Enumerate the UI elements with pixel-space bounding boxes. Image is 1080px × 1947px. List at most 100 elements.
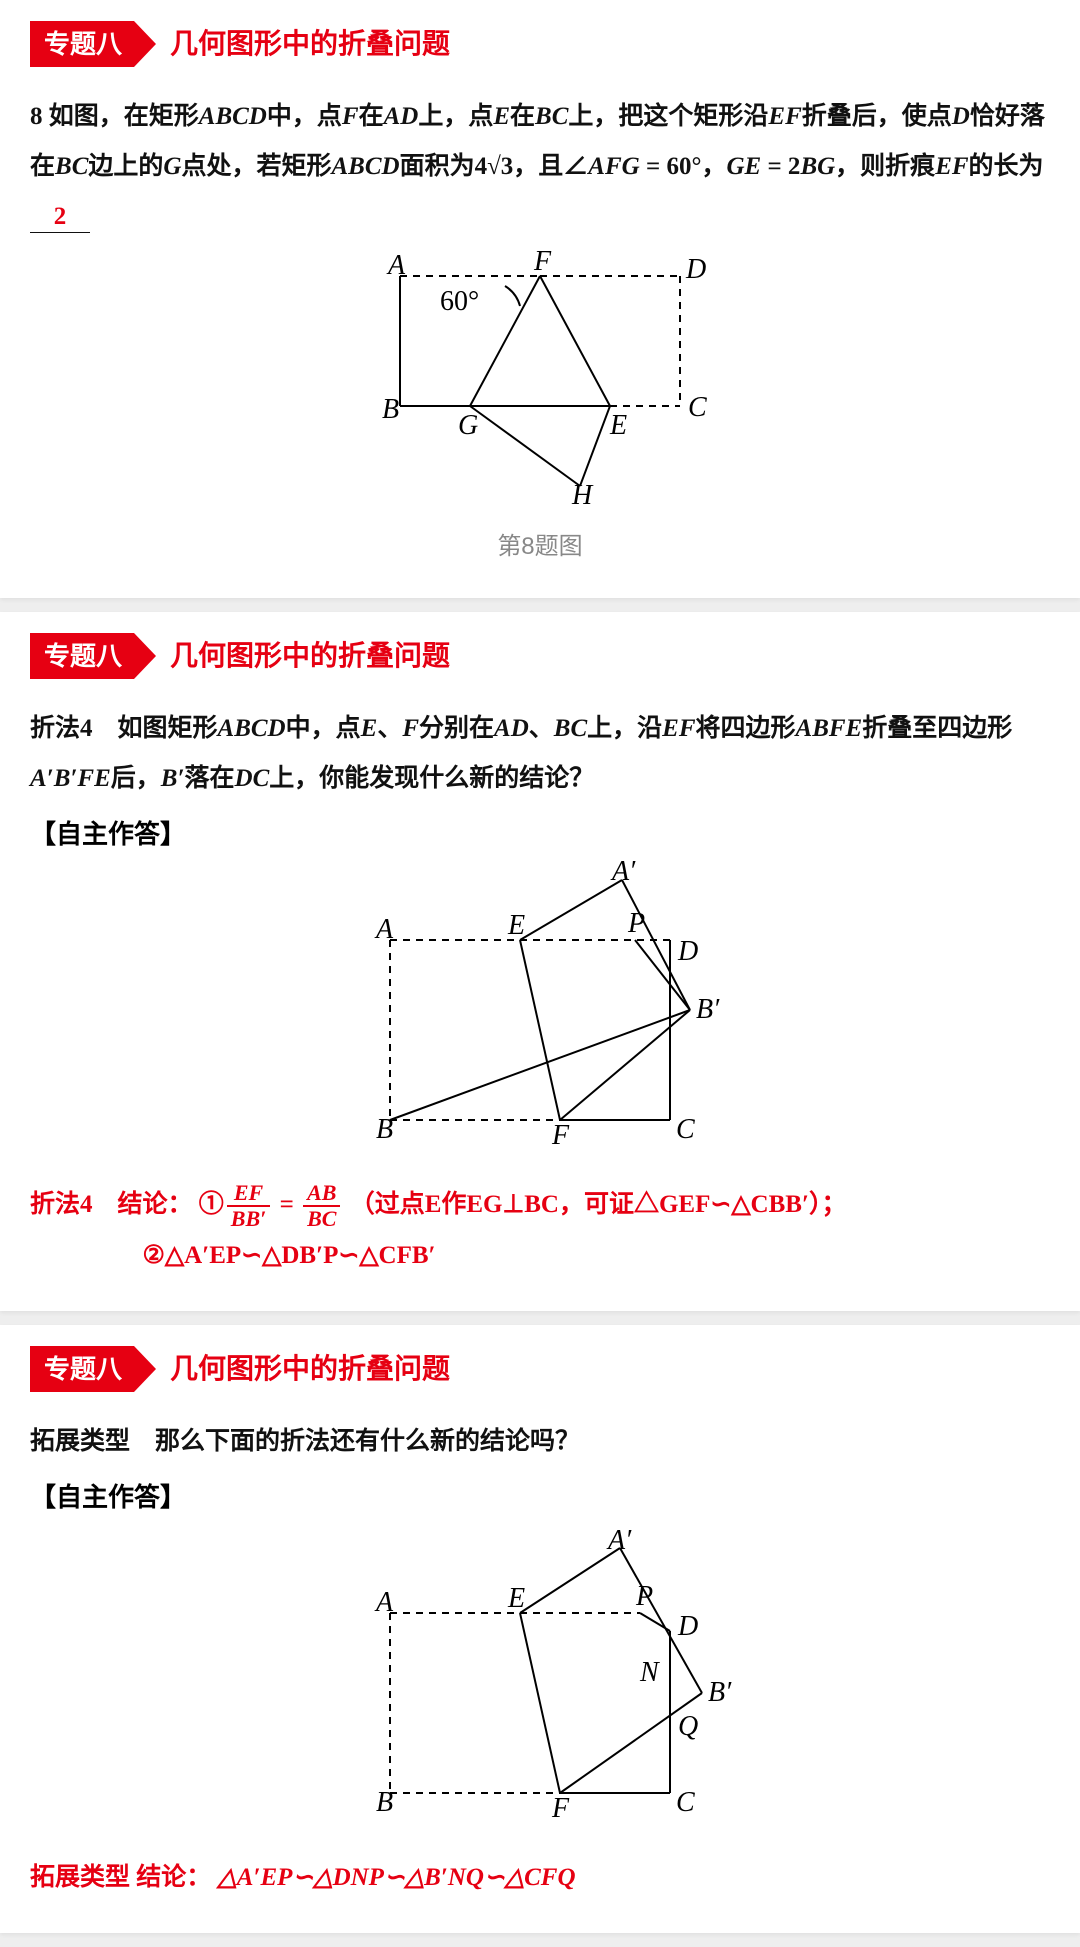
topic-badge: 专题八 [30, 21, 134, 67]
svg-text:Q: Q [678, 1711, 698, 1742]
t: 在 [359, 103, 384, 130]
t: E [361, 715, 378, 742]
conc-label: 折法4 结论： [30, 1191, 193, 1218]
t: F [402, 715, 419, 742]
answer-blank: 2 [30, 202, 90, 233]
conc1-post: （过点E作EG⊥BC，可证△GEF∽△CBB′）； [350, 1191, 847, 1218]
conc1-pre: ① [199, 1191, 224, 1218]
svg-text:F: F [551, 1793, 570, 1823]
fraction-2: ABBC [303, 1181, 340, 1231]
svg-text:B′: B′ [708, 1677, 732, 1708]
problem-8-text: 8 如图，在矩形ABCD中，点F在AD上，点E在BC上，把这个矩形沿EF折叠后，… [30, 92, 1050, 242]
svg-text:C: C [688, 392, 707, 423]
figure-method4-svg: A E P D B′ C F B A′ [340, 860, 740, 1150]
svg-text:N: N [639, 1657, 660, 1688]
card-method-4: 专题八 几何图形中的折叠问题 折法4 如图矩形ABCD中，点E、F分别在AD、B… [0, 612, 1080, 1311]
t: 点处，若矩形 [181, 153, 331, 180]
t: EF [662, 715, 695, 742]
t: E [493, 103, 510, 130]
frac2-den: BC [303, 1207, 340, 1231]
figure-extension-svg: A E P D N B′ Q C F B A′ [340, 1523, 740, 1823]
frac2-num: AB [303, 1181, 340, 1207]
t: 、 [377, 715, 402, 742]
figure-8-svg: A F D B G E C H 60° [360, 246, 720, 506]
method4-conclusion: 折法4 结论： ①EFBB′ = ABBC （过点E作EG⊥BC，可证△GEF∽… [30, 1180, 1050, 1281]
frac1-num: EF [227, 1181, 271, 1207]
frac1-den: BB′ [227, 1207, 271, 1231]
t: 上，你能发现什么新的结论？ [269, 765, 594, 792]
t: ，则折痕 [835, 153, 935, 180]
card-extension: 专题八 几何图形中的折叠问题 拓展类型 那么下面的折法还有什么新的结论吗？ 【自… [0, 1325, 1080, 1933]
t: BC [554, 715, 587, 742]
svg-text:C: C [676, 1114, 695, 1145]
self-answer-label: 【自主作答】 [30, 812, 1050, 856]
svg-text:C: C [676, 1787, 695, 1818]
method4-text: 折法4 如图矩形ABCD中，点E、F分别在AD、BC上，沿EF将四边形ABFE折… [30, 704, 1050, 804]
t: 拓展类型 那么下面的折法还有什么新的结论吗？ [30, 1428, 580, 1455]
t: 中，点 [286, 715, 361, 742]
topic-badge: 专题八 [30, 633, 134, 679]
fraction-1: EFBB′ [227, 1181, 271, 1231]
t: AD [494, 715, 529, 742]
svg-text:D: D [677, 936, 698, 967]
conc2: ②△A′EP∽△DB′P∽△CFB′ [143, 1242, 436, 1269]
t: BG [800, 153, 835, 180]
extension-text: 拓展类型 那么下面的折法还有什么新的结论吗？ [30, 1417, 1050, 1467]
svg-text:A: A [374, 914, 394, 945]
svg-text:E: E [507, 910, 525, 941]
t: 上，点 [418, 103, 493, 130]
t: 在 [510, 103, 535, 130]
svg-text:E: E [507, 1583, 525, 1614]
t: 面积为4√3，且∠ [400, 153, 589, 180]
t: EF [935, 153, 968, 180]
t: BC [535, 103, 568, 130]
svg-text:G: G [458, 410, 478, 441]
t: 折叠后，使点 [802, 103, 952, 130]
t: 边上的 [88, 153, 163, 180]
conc-label: 拓展类型 结论： [30, 1864, 211, 1891]
t: 中，点 [267, 103, 342, 130]
section-title: 几何图形中的折叠问题 [170, 1345, 450, 1393]
t: A′B′FE [30, 765, 111, 792]
svg-text:A: A [374, 1587, 394, 1618]
t: EF [768, 103, 801, 130]
section-title: 几何图形中的折叠问题 [170, 20, 450, 68]
t: 上，沿 [587, 715, 662, 742]
topic-badge: 专题八 [30, 1346, 134, 1392]
section-title: 几何图形中的折叠问题 [170, 632, 450, 680]
t: AD [384, 103, 419, 130]
svg-text:E: E [609, 410, 627, 441]
extension-conclusion: 拓展类型 结论： △A′EP∽△DNP∽△B′NQ∽△CFQ [30, 1853, 1050, 1903]
t: ABFE [796, 715, 863, 742]
eq: = [273, 1191, 300, 1218]
t: ABCD [218, 715, 286, 742]
figure-caption: 第8题图 [30, 527, 1050, 568]
svg-text:B: B [376, 1114, 393, 1145]
t: 折叠至四边形 [862, 715, 1012, 742]
t: BC [55, 153, 88, 180]
figure-extension: A E P D N B′ Q C F B A′ [30, 1523, 1050, 1837]
t: D [952, 103, 970, 130]
t: 、 [529, 715, 554, 742]
t: 分别在 [419, 715, 494, 742]
svg-text:P: P [627, 908, 645, 939]
svg-text:F: F [533, 246, 552, 277]
svg-text:D: D [677, 1611, 698, 1642]
svg-text:A′: A′ [606, 1525, 632, 1556]
t: 8 如图，在矩形 [30, 103, 199, 130]
svg-text:P: P [635, 1581, 653, 1612]
t: 后， [111, 765, 161, 792]
t: DC [235, 765, 270, 792]
svg-text:H: H [571, 480, 594, 506]
t: 落在 [185, 765, 235, 792]
svg-text:F: F [551, 1120, 570, 1150]
t: AFG [588, 153, 639, 180]
svg-text:A: A [386, 250, 406, 281]
t: ABCD [199, 103, 267, 130]
card-problem-8: 专题八 几何图形中的折叠问题 8 如图，在矩形ABCD中，点F在AD上，点E在B… [0, 0, 1080, 598]
section-header: 专题八 几何图形中的折叠问题 [30, 632, 1050, 680]
svg-text:D: D [685, 254, 706, 285]
t: ABCD [331, 153, 399, 180]
svg-text:B: B [382, 394, 399, 425]
section-header: 专题八 几何图形中的折叠问题 [30, 20, 1050, 68]
